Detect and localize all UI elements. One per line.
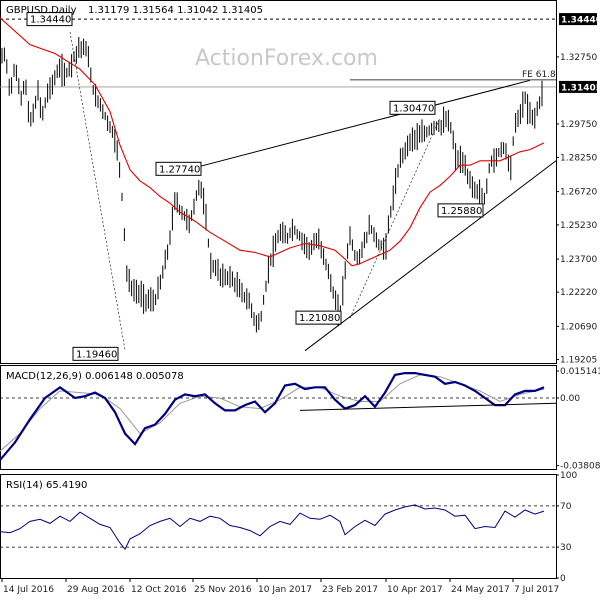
rsi-tick-0: 100 bbox=[560, 471, 577, 481]
chart-symbol: GBPUSD,Daily bbox=[6, 5, 77, 16]
level-box-5 bbox=[72, 346, 119, 361]
high-price-label: 1.34440 bbox=[561, 16, 600, 26]
rsi-tick-3: 0 bbox=[560, 574, 566, 584]
fe-61-8-label: FE 61.8 bbox=[522, 70, 556, 80]
level-label-2: 1.27740 bbox=[159, 164, 200, 175]
x-tick-label-6: 10 Apr 2017 bbox=[387, 585, 443, 595]
x-tick-label-8: 7 Jul 2017 bbox=[514, 585, 559, 595]
price-tick-7: 1.23700 bbox=[560, 255, 597, 265]
rsi-line bbox=[0, 504, 545, 551]
x-axis: 14 Jul 2016 29 Aug 2016 12 Oct 2016 25 Nov … bbox=[1, 578, 559, 595]
current-price-tag bbox=[559, 80, 597, 93]
level-box-1 bbox=[389, 100, 436, 115]
macd-tick-0: 0.015141 bbox=[560, 367, 600, 377]
price-tick-6: 1.25230 bbox=[560, 221, 597, 231]
level-box-2 bbox=[155, 161, 202, 176]
price-tick-3: 1.29750 bbox=[560, 120, 597, 130]
price-tick-5: 1.26720 bbox=[560, 188, 597, 198]
macd-trendline-0 bbox=[299, 402, 557, 411]
price-tick-9: 1.20690 bbox=[560, 322, 597, 332]
level-label-5: 1.19460 bbox=[76, 349, 117, 360]
macd-panel: MACD(12,26,9) 0.006148 0.005078 0.015141 0… bbox=[0, 367, 600, 472]
watermark: ActionForex.com bbox=[195, 46, 378, 71]
price-panel: 1.34440 1.32750 1.31405 1.29750 1.28250 1.267… bbox=[0, 12, 600, 366]
price-panel-frame bbox=[0, 0, 557, 364]
rsi-tick-2: 30 bbox=[560, 543, 572, 553]
price-tick-4: 1.28250 bbox=[560, 153, 597, 163]
macd-panel-frame bbox=[0, 365, 557, 470]
macd-line bbox=[0, 372, 545, 461]
price-bars bbox=[1, 37, 543, 333]
current-price-label: 1.31405 bbox=[561, 83, 600, 93]
rsi-panel: RSI(14) 65.4190 100 70 30 0 bbox=[0, 471, 577, 584]
rsi-title: RSI(14) 65.4190 bbox=[6, 480, 87, 491]
level-label-4: 1.21080 bbox=[299, 313, 340, 324]
level-label-0: 1.34440 bbox=[30, 15, 71, 26]
trendline-1 bbox=[304, 160, 557, 352]
swing-connector-2 bbox=[349, 117, 441, 319]
level-label-1: 1.30470 bbox=[393, 103, 434, 114]
macd-tick-2: -0.038089 bbox=[560, 462, 600, 472]
x-tick-label-3: 25 Nov 2016 bbox=[194, 585, 252, 595]
x-tick-label-4: 10 Jan 2017 bbox=[258, 585, 312, 595]
macd-tick-1: 0.00 bbox=[560, 394, 580, 404]
level-label-3: 1.25880 bbox=[441, 206, 482, 217]
macd-signal-line bbox=[0, 374, 545, 452]
level-box-0 bbox=[26, 12, 73, 27]
x-tick-label-2: 12 Oct 2016 bbox=[131, 585, 187, 595]
rsi-panel-frame bbox=[0, 474, 557, 579]
trendline-0 bbox=[169, 79, 531, 175]
moving-average-line bbox=[0, 17, 545, 267]
x-tick-label-0: 14 Jul 2016 bbox=[3, 585, 54, 595]
chart-ohlc: 1.31179 1.31564 1.31042 1.31405 bbox=[88, 5, 263, 16]
price-tick-1: 1.32750 bbox=[560, 53, 597, 63]
swing-connector-1 bbox=[69, 31, 126, 351]
price-tick-8: 1.22220 bbox=[560, 288, 597, 298]
price-tick-10: 1.19205 bbox=[560, 356, 597, 366]
x-tick-label-5: 23 Feb 2017 bbox=[322, 585, 378, 595]
level-box-3 bbox=[437, 203, 484, 218]
x-tick-label-1: 29 Aug 2016 bbox=[67, 585, 125, 595]
high-price-tag bbox=[559, 13, 597, 26]
level-box-4 bbox=[295, 310, 342, 325]
x-tick-label-7: 24 May 2017 bbox=[451, 585, 510, 595]
rsi-tick-1: 70 bbox=[560, 502, 572, 512]
macd-title: MACD(12,26,9) 0.006148 0.005078 bbox=[6, 371, 184, 382]
